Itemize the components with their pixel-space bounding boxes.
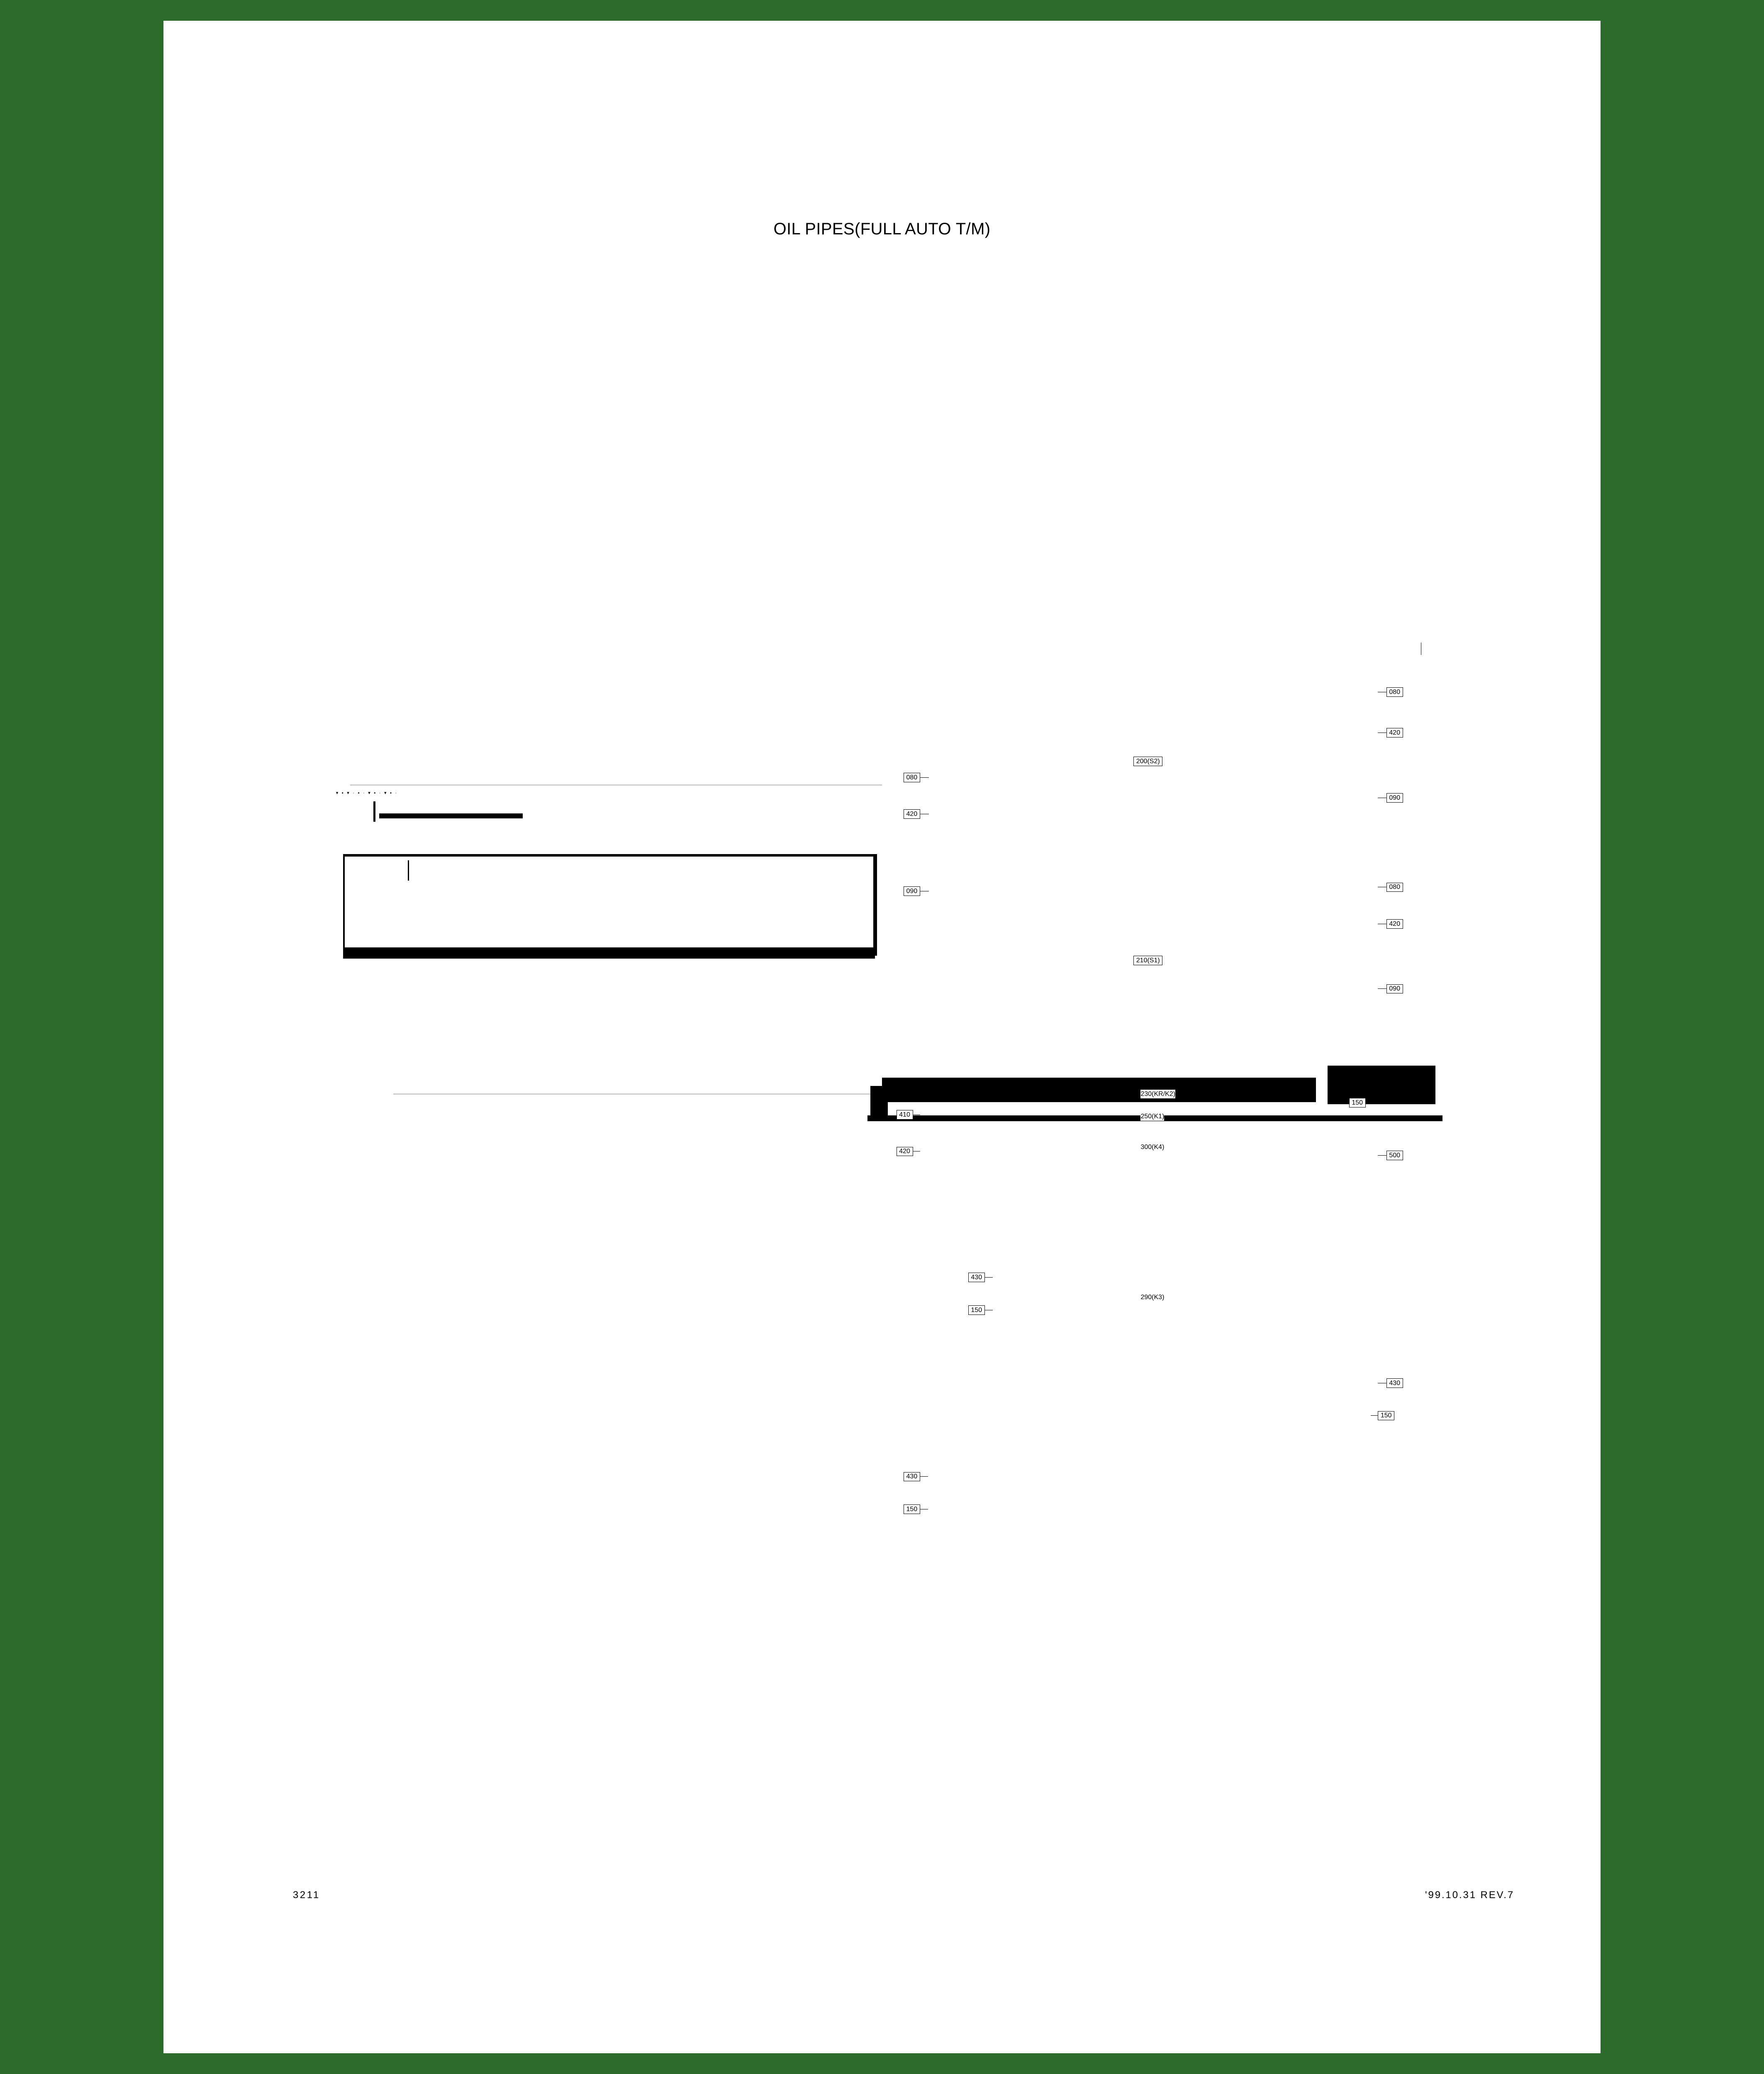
callout-c080a: 080	[1378, 687, 1403, 697]
callout-label: 420	[897, 1147, 913, 1156]
callout-label: 430	[968, 1273, 985, 1282]
callout-c420d: 420	[897, 1147, 920, 1156]
callout-c420a: 420	[1378, 728, 1403, 738]
upper-frame-left	[343, 854, 344, 956]
upper-short-bar	[379, 813, 523, 818]
callout-label: 200(S2)	[1133, 757, 1162, 766]
upper-frame-top	[343, 854, 875, 857]
upper-short-bar-tick	[373, 801, 375, 822]
callout-c250: 250(K1)	[1140, 1112, 1177, 1121]
callout-c080b: 080	[1378, 883, 1403, 892]
callout-c300: 300(K4)	[1140, 1143, 1164, 1151]
callout-label: 090	[1386, 984, 1403, 994]
callout-c430b: 430	[1378, 1378, 1403, 1388]
callout-leader	[920, 1476, 928, 1477]
speckle-row: ▾ ▪ ▾ · ▪ · ▾ ▪ · ▾ ▪ ·	[336, 790, 853, 801]
callout-c210: 210(S1)	[1133, 956, 1162, 965]
callout-label: 150	[968, 1305, 985, 1315]
callout-label: 290(K3)	[1140, 1293, 1164, 1302]
callout-label: 430	[1386, 1378, 1403, 1388]
callout-label: 150	[904, 1504, 920, 1514]
mid-thick-main	[882, 1078, 1328, 1102]
callout-label: 250(K1)	[1140, 1112, 1164, 1121]
callout-c290: 290(K3)	[1140, 1293, 1164, 1302]
callout-label: 500	[1386, 1151, 1403, 1160]
callout-c420c: 420	[904, 809, 929, 819]
callout-label: 430	[904, 1472, 920, 1482]
callout-label: 420	[1386, 919, 1403, 929]
upper-frame-right	[873, 854, 877, 956]
callout-label: 150	[1378, 1411, 1394, 1421]
callout-c090a: 090	[1378, 793, 1403, 803]
page: OIL PIPES(FULL AUTO T/M) ▾ ▪ ▾ · ▪ · ▾ ▪…	[163, 21, 1601, 2053]
callout-label: 210(S1)	[1133, 956, 1162, 965]
callout-label: 300(K4)	[1140, 1143, 1164, 1151]
callout-c230: 230(KR/K2)	[1140, 1090, 1192, 1098]
callout-label: 230(KR/K2)	[1140, 1090, 1175, 1098]
callout-label: 420	[904, 809, 920, 819]
callout-leader	[1371, 1415, 1378, 1416]
callout-leader	[1378, 988, 1386, 989]
footer-page-number: 3211	[293, 1889, 320, 1901]
callout-c150d: 150	[904, 1504, 928, 1514]
callout-c150b: 150	[968, 1305, 993, 1315]
callout-label: 080	[1386, 687, 1403, 697]
callout-label: 090	[1386, 793, 1403, 803]
callout-label: 410	[897, 1110, 913, 1120]
callout-c200: 200(S2)	[1133, 757, 1162, 766]
callout-leader	[1378, 1155, 1386, 1156]
mid-step	[870, 1086, 888, 1117]
callout-label: 080	[1386, 883, 1403, 892]
mid-thick-right	[1328, 1066, 1435, 1104]
callout-leader	[985, 1277, 993, 1278]
callout-leader	[920, 777, 929, 778]
upper-inner-tick	[408, 860, 409, 881]
callout-c080c: 080	[904, 773, 929, 782]
callout-c430c: 430	[904, 1472, 928, 1482]
callout-c090c: 090	[904, 886, 929, 896]
callout-c500: 500	[1378, 1151, 1403, 1160]
callout-label: 090	[904, 886, 920, 896]
footer-revision: '99.10.31 REV.7	[1425, 1889, 1514, 1901]
callout-c090b: 090	[1378, 984, 1403, 994]
upper-frame-bottom	[343, 947, 875, 959]
callout-leader	[1164, 1116, 1177, 1117]
callout-c150a: 150	[1349, 1098, 1373, 1108]
callout-label: 420	[1386, 728, 1403, 738]
callout-label: 150	[1349, 1098, 1366, 1108]
callout-label: 080	[904, 773, 920, 782]
callout-c150c: 150	[1371, 1411, 1394, 1421]
callout-c430a: 430	[968, 1273, 993, 1282]
page-title: OIL PIPES(FULL AUTO T/M)	[163, 220, 1601, 239]
callout-c410: 410	[897, 1110, 920, 1120]
callout-c420b: 420	[1378, 919, 1403, 929]
